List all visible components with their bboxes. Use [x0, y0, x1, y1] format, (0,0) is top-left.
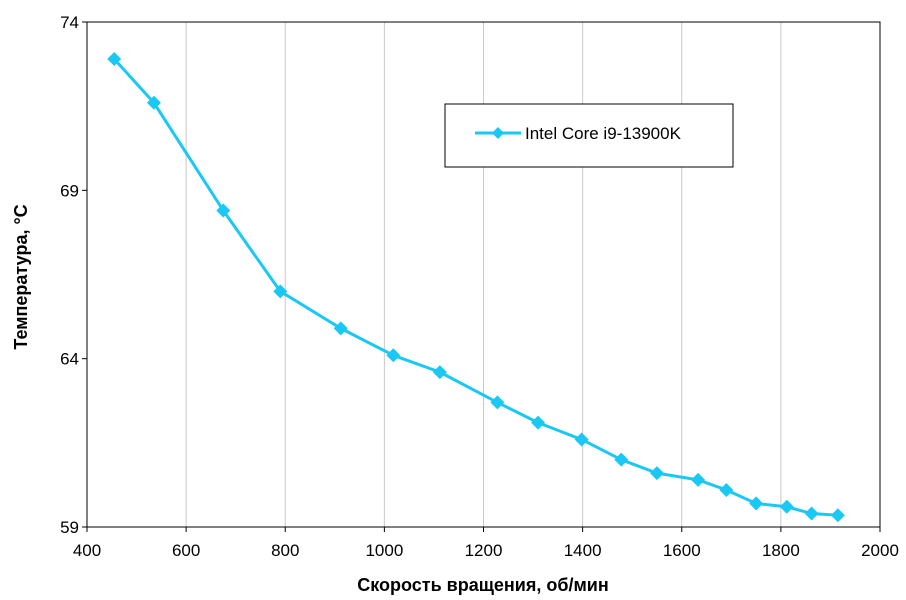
data-point-marker: [614, 452, 629, 467]
vertical-gridlines: [185, 22, 782, 527]
legend-series-marker: [492, 127, 504, 139]
data-point-marker: [574, 432, 589, 447]
x-tick-label: 1800: [762, 541, 800, 560]
y-tick-label: 59: [60, 518, 79, 537]
data-point-marker: [333, 321, 348, 336]
x-tick-label: 1000: [365, 541, 403, 560]
series-layer: [107, 52, 845, 523]
x-axis-tick-labels: 400 600 800 1000 1200 1400 1600 1800 2000: [73, 527, 899, 560]
y-tick-label: 74: [60, 13, 79, 32]
x-tick-label: 1600: [663, 541, 701, 560]
data-point-marker: [216, 203, 231, 218]
data-point-marker: [649, 466, 664, 481]
x-tick-label: 800: [271, 541, 299, 560]
legend-series-name: Intel Core i9-13900K: [525, 124, 682, 143]
x-tick-label: 400: [73, 541, 101, 560]
y-tick-label: 64: [60, 350, 79, 369]
data-point-marker: [691, 472, 706, 487]
x-tick-label: 2000: [861, 541, 899, 560]
y-axis-title: Температура, °C: [11, 204, 31, 349]
data-point-marker: [386, 348, 401, 363]
data-point-marker: [146, 95, 161, 110]
x-tick-label: 1400: [564, 541, 602, 560]
data-point-marker: [830, 508, 845, 523]
data-point-marker: [719, 482, 734, 497]
data-point-marker: [107, 52, 122, 67]
data-point-marker: [531, 415, 546, 430]
data-point-marker: [749, 496, 764, 511]
data-point-marker: [273, 284, 288, 299]
legend-box: [444, 103, 734, 168]
data-point-marker: [490, 395, 505, 410]
legend: Intel Core i9-13900K: [444, 103, 734, 168]
x-axis-title: Скорость вращения, об/мин: [357, 575, 609, 595]
data-point-marker: [432, 365, 447, 380]
data-point-marker: [804, 506, 819, 521]
y-tick-label: 69: [60, 181, 79, 200]
x-tick-label: 1200: [465, 541, 503, 560]
y-axis-tick-labels: 59 64 69 74: [60, 13, 87, 537]
data-point-marker: [779, 499, 794, 514]
x-tick-label: 600: [172, 541, 200, 560]
